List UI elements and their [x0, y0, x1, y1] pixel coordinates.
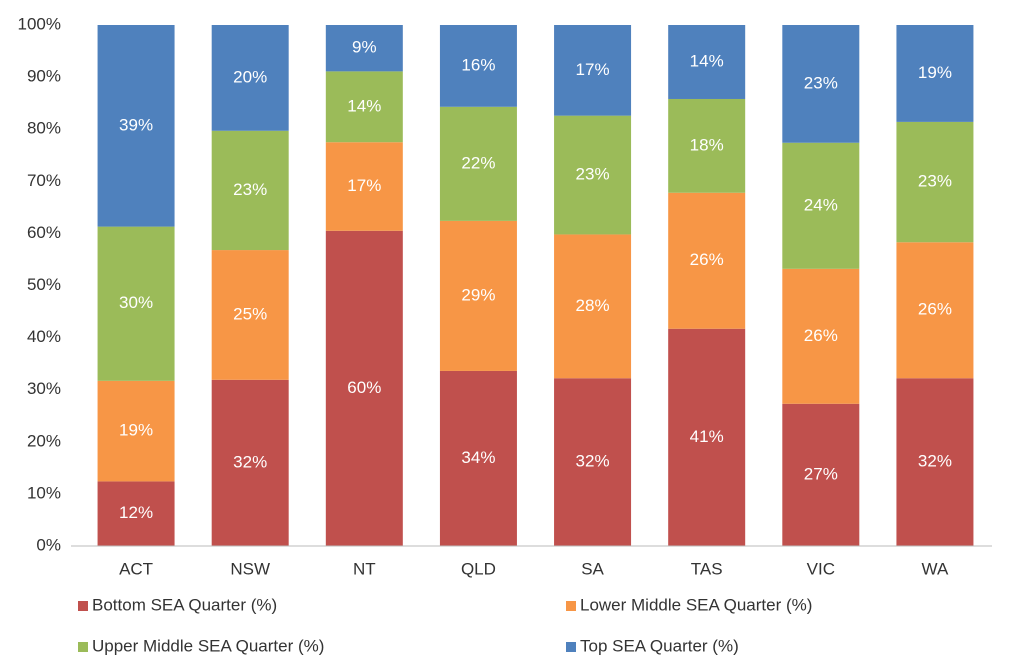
bar-segment [782, 268, 860, 404]
data-label: 60% [347, 378, 381, 397]
bar-segment [211, 25, 289, 131]
bar-segment [668, 25, 746, 99]
bar-segment [325, 71, 403, 143]
bar-segment [97, 25, 175, 227]
data-label: 29% [461, 285, 495, 304]
legend-marker [78, 601, 88, 611]
bar-segment [439, 106, 517, 221]
x-tick-label: NSW [230, 559, 270, 578]
bar-segment [896, 378, 974, 546]
data-label: 23% [233, 180, 267, 199]
y-tick-label: 30% [27, 379, 61, 398]
data-label: 14% [690, 51, 724, 70]
data-label: 22% [461, 153, 495, 172]
data-label: 23% [804, 73, 838, 92]
data-label: 19% [119, 421, 153, 440]
data-label: 41% [690, 427, 724, 446]
bar-segment [439, 25, 517, 107]
bar-segment [668, 192, 746, 329]
data-label: 32% [233, 452, 267, 471]
bar-segment [439, 370, 517, 546]
legend-label: Bottom SEA Quarter (%) [92, 595, 277, 614]
bar-segment [97, 380, 175, 482]
data-label: 24% [804, 195, 838, 214]
legend-label: Top SEA Quarter (%) [580, 636, 739, 655]
bar-segment [554, 25, 632, 116]
bar-segment [782, 25, 860, 143]
data-label: 23% [576, 165, 610, 184]
bar-segment [325, 230, 403, 547]
y-tick-label: 20% [27, 431, 61, 450]
bar-segment [211, 379, 289, 546]
bar-segment [97, 481, 175, 546]
x-tick-label: NT [353, 559, 376, 578]
data-label: 18% [690, 135, 724, 154]
data-label: 19% [918, 63, 952, 82]
data-label: 23% [918, 172, 952, 191]
data-label: 25% [233, 304, 267, 323]
y-tick-label: 60% [27, 223, 61, 242]
data-label: 26% [690, 250, 724, 269]
bar-segment [896, 121, 974, 243]
bar-segment [668, 328, 746, 546]
y-tick-label: 10% [27, 483, 61, 502]
x-tick-label: QLD [461, 559, 496, 578]
bar-segment [97, 226, 175, 381]
y-tick-label: 50% [27, 275, 61, 294]
data-label: 14% [347, 96, 381, 115]
bar-segment [782, 142, 860, 269]
bar-segment [668, 98, 746, 193]
data-label: 27% [804, 464, 838, 483]
legend-label: Lower Middle SEA Quarter (%) [580, 595, 812, 614]
y-tick-label: 100% [18, 14, 61, 33]
bar-segment [554, 234, 632, 379]
y-tick-label: 40% [27, 327, 61, 346]
bar-segment [896, 25, 974, 122]
bar-segment [325, 142, 403, 231]
x-tick-label: SA [581, 559, 604, 578]
data-label: 26% [804, 326, 838, 345]
data-label: 39% [119, 115, 153, 134]
data-label: 30% [119, 293, 153, 312]
y-tick-label: 90% [27, 67, 61, 86]
x-tick-label: TAS [691, 559, 723, 578]
data-label: 12% [119, 503, 153, 522]
data-label: 16% [461, 55, 495, 74]
bar-segment [782, 403, 860, 546]
legend-marker [78, 642, 88, 652]
bar-segment [439, 220, 517, 371]
y-tick-label: 0% [36, 535, 61, 554]
legend-marker [566, 642, 576, 652]
data-label: 20% [233, 67, 267, 86]
y-tick-label: 70% [27, 171, 61, 190]
data-label: 28% [576, 296, 610, 315]
data-label: 17% [347, 176, 381, 195]
legend-label: Upper Middle SEA Quarter (%) [92, 636, 324, 655]
bar-segment [325, 25, 403, 72]
bar-segment [554, 378, 632, 546]
x-tick-label: WA [922, 559, 949, 578]
data-label: 32% [576, 452, 610, 471]
bar-segment [211, 250, 289, 380]
bar-segment [896, 242, 974, 379]
bar-segment [554, 115, 632, 235]
data-label: 17% [576, 60, 610, 79]
data-label: 9% [352, 38, 377, 57]
legend-marker [566, 601, 576, 611]
x-tick-label: ACT [119, 559, 153, 578]
y-tick-label: 80% [27, 119, 61, 138]
data-label: 34% [461, 448, 495, 467]
x-tick-label: VIC [807, 559, 835, 578]
bar-segment [211, 130, 289, 251]
data-label: 32% [918, 452, 952, 471]
data-label: 26% [918, 300, 952, 319]
